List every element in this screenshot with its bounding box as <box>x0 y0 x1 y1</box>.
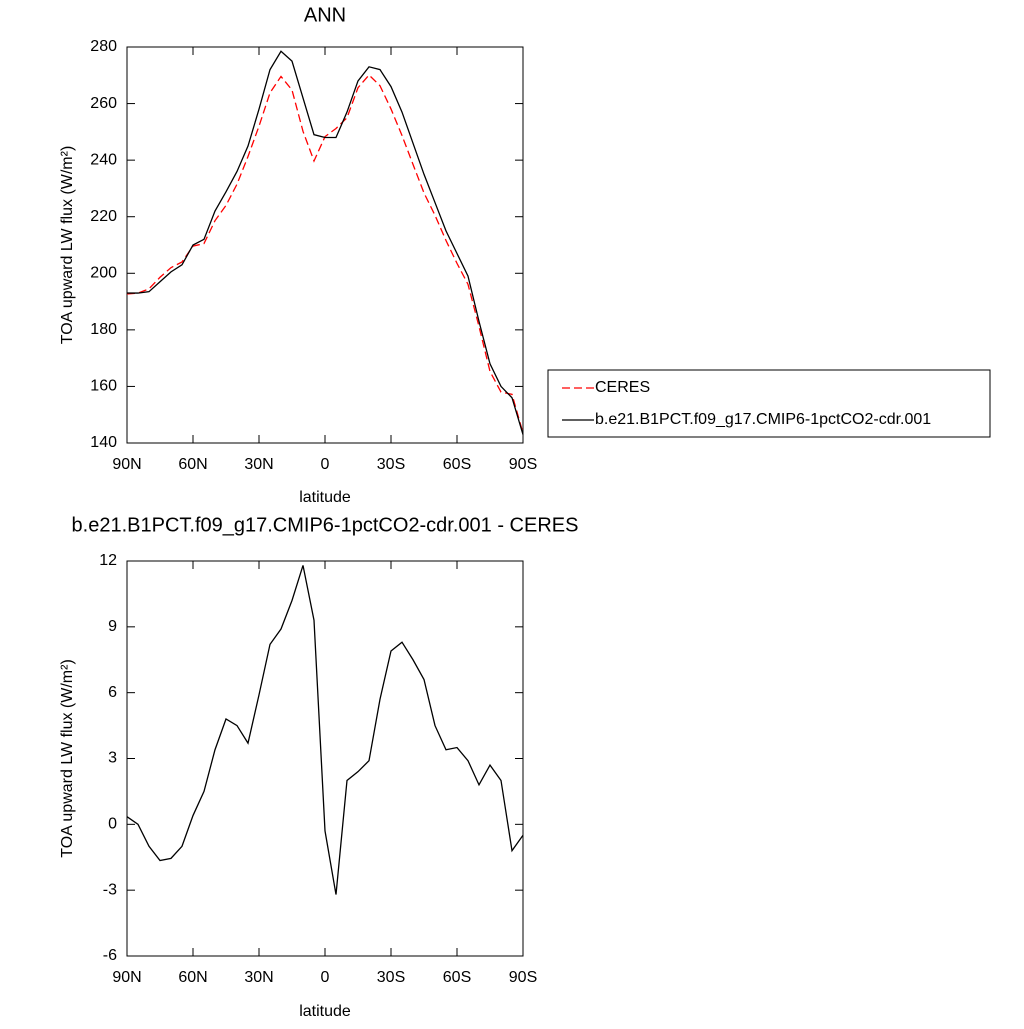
y-axis-label: TOA upward LW flux (W/m²) <box>59 146 76 345</box>
x-tick-label: 60N <box>178 969 207 986</box>
y-tick-label: 180 <box>90 321 117 338</box>
x-tick-label: 60S <box>443 969 471 986</box>
y-tick-label: 200 <box>90 265 117 282</box>
y-tick-label: 9 <box>108 618 117 635</box>
y-tick-label: 260 <box>90 95 117 112</box>
plot-frame <box>126 46 524 444</box>
x-tick-label: 30N <box>244 969 273 986</box>
legend-label: b.e21.B1PCT.f09_g17.CMIP6-1pctCO2-cdr.00… <box>595 411 931 428</box>
y-tick-label: 6 <box>108 684 117 701</box>
x-tick-label: 30S <box>377 456 405 473</box>
y-tick-label: 220 <box>90 208 117 225</box>
x-tick-label: 90S <box>509 969 537 986</box>
x-tick-label: 90N <box>112 456 141 473</box>
legend-frame <box>547 369 991 438</box>
x-tick-label: 90S <box>509 456 537 473</box>
plot-frame <box>126 560 524 957</box>
y-axis-label: TOA upward LW flux (W/m²) <box>59 659 76 858</box>
data-line <box>127 50 524 435</box>
legend: CERES b.e21.B1PCT.f09_g17.CMIP6-1pctCO2-c… <box>547 369 991 438</box>
y-tick-label: 0 <box>108 816 117 833</box>
y-tick-label: 140 <box>90 434 117 451</box>
y-tick-label: -3 <box>103 881 117 898</box>
x-axis-label: latitude <box>299 489 351 506</box>
x-tick-label: 60S <box>443 456 471 473</box>
x-tick-label: 90N <box>112 969 141 986</box>
y-tick-label: 12 <box>99 552 117 569</box>
x-tick-label: 30N <box>244 456 273 473</box>
legend-label: CERES <box>595 379 650 396</box>
y-tick-label: 160 <box>90 378 117 395</box>
x-tick-label: 0 <box>321 456 330 473</box>
data-line <box>126 565 524 895</box>
chart-title: ANN <box>304 4 346 26</box>
x-tick-label: 30S <box>377 969 405 986</box>
data-line <box>126 74 524 434</box>
y-tick-label: 240 <box>90 151 117 168</box>
x-tick-label: 0 <box>321 969 330 986</box>
x-tick-label: 60N <box>178 456 207 473</box>
x-axis-label: latitude <box>299 1003 351 1020</box>
y-tick-label: 280 <box>90 38 117 55</box>
y-tick-label: 3 <box>108 750 117 767</box>
chart-title: b.e21.B1PCT.f09_g17.CMIP6-1pctCO2-cdr.00… <box>72 514 579 536</box>
y-tick-label: -6 <box>103 947 117 964</box>
